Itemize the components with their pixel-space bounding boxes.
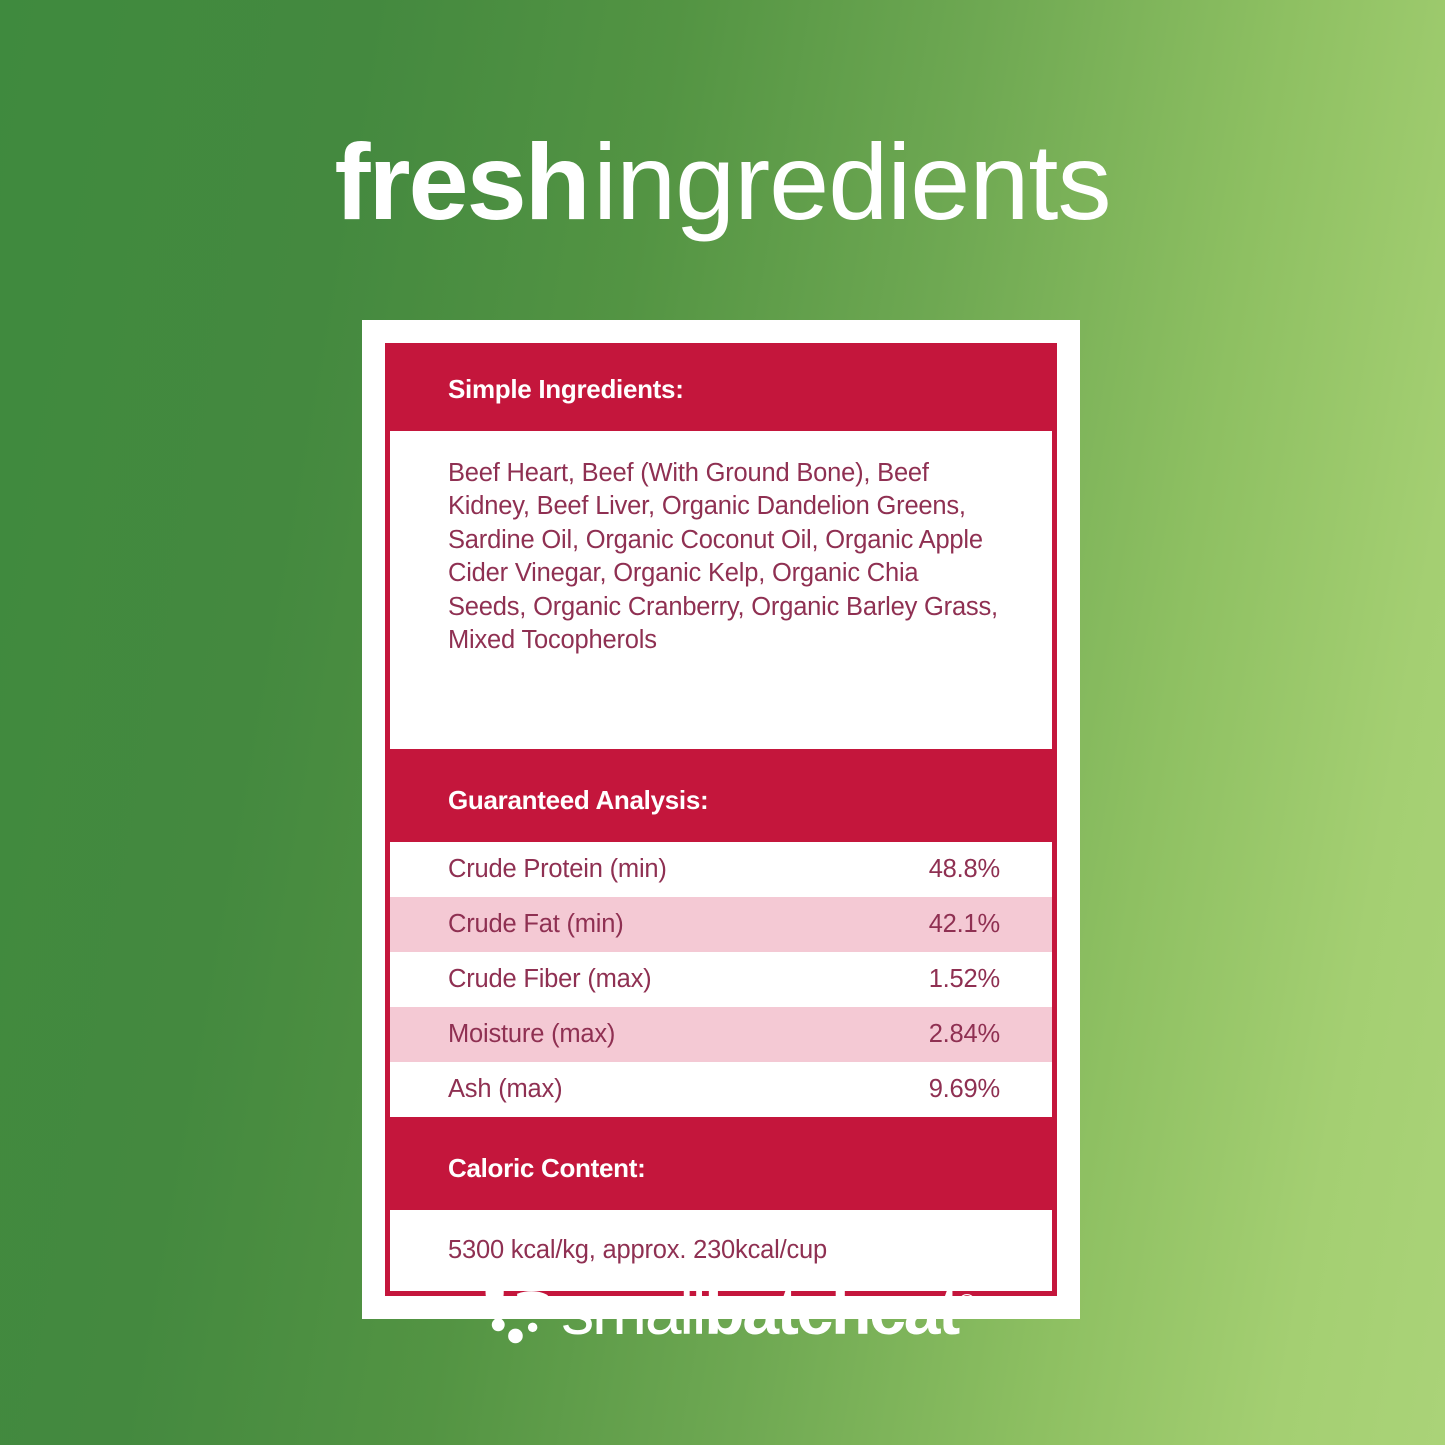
caloric-content-body: 5300 kcal/kg, approx. 230kcal/cup bbox=[390, 1210, 1052, 1292]
page-title: fresh ingredients bbox=[0, 128, 1445, 236]
leaf-sprout-icon bbox=[485, 1271, 549, 1344]
page-title-word-ingredients: ingredients bbox=[593, 121, 1111, 242]
analysis-label: Moisture (max) bbox=[448, 1020, 616, 1049]
registered-trademark-symbol: ® bbox=[958, 1290, 976, 1317]
ingredients-list-text: Beef Heart, Beef (With Ground Bone), Bee… bbox=[448, 459, 998, 654]
brand-word-batchcat: batchcat bbox=[704, 1274, 960, 1348]
ingredients-body: Beef Heart, Beef (With Ground Bone), Bee… bbox=[390, 431, 1052, 750]
ingredients-header: Simple Ingredients: bbox=[390, 348, 1052, 431]
guaranteed-analysis-body: Crude Protein (min) 48.8% Crude Fat (min… bbox=[390, 842, 1052, 1118]
ingredients-panel: Simple Ingredients: Beef Heart, Beef (Wi… bbox=[385, 343, 1057, 755]
table-row: Moisture (max) 2.84% bbox=[390, 1007, 1052, 1063]
caloric-content-panel: Caloric Content: 5300 kcal/kg, approx. 2… bbox=[385, 1122, 1057, 1297]
analysis-label: Crude Fiber (max) bbox=[448, 965, 652, 994]
analysis-value: 9.69% bbox=[928, 1075, 1001, 1104]
table-row: Crude Protein (min) 48.8% bbox=[390, 842, 1052, 898]
guaranteed-analysis-table: Crude Protein (min) 48.8% Crude Fat (min… bbox=[390, 842, 1052, 1118]
caloric-content-header: Caloric Content: bbox=[390, 1127, 1052, 1211]
table-row: Ash (max) 9.69% bbox=[390, 1062, 1052, 1118]
table-row: Crude Fat (min) 42.1% bbox=[390, 897, 1052, 953]
analysis-value: 48.8% bbox=[928, 855, 1001, 884]
analysis-label: Ash (max) bbox=[448, 1075, 563, 1104]
guaranteed-analysis-header: Guaranteed Analysis: bbox=[390, 759, 1052, 843]
guaranteed-analysis-panel: Guaranteed Analysis: Crude Protein (min)… bbox=[385, 754, 1057, 1123]
analysis-value: 1.52% bbox=[928, 965, 1001, 994]
table-row: Crude Fiber (max) 1.52% bbox=[390, 952, 1052, 1008]
nutrition-label-card: Simple Ingredients: Beef Heart, Beef (Wi… bbox=[362, 320, 1080, 1320]
brand-word-small: small bbox=[561, 1274, 706, 1348]
analysis-value: 42.1% bbox=[928, 910, 1001, 939]
page-title-word-fresh: fresh bbox=[334, 121, 591, 242]
brand-wordmark: smallbatchcat® bbox=[561, 1278, 976, 1344]
analysis-value: 2.84% bbox=[928, 1020, 1001, 1049]
analysis-label: Crude Fat (min) bbox=[448, 910, 624, 939]
analysis-label: Crude Protein (min) bbox=[448, 855, 667, 884]
caloric-content-text: 5300 kcal/kg, approx. 230kcal/cup bbox=[448, 1236, 827, 1265]
brand-logo: smallbatchcat® bbox=[0, 1268, 1445, 1354]
